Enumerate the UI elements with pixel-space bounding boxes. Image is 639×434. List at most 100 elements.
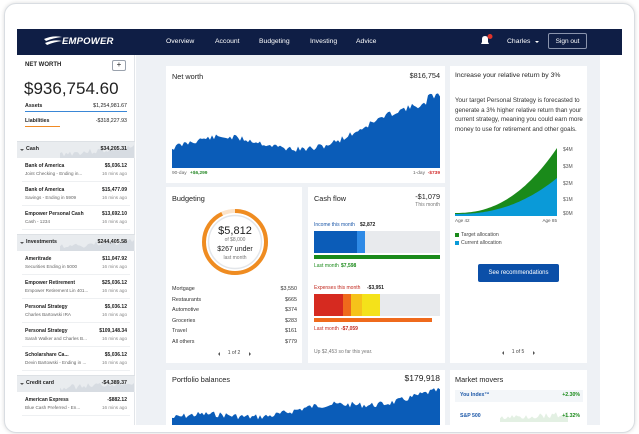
portfolio-area [172, 387, 440, 425]
account-name[interactable]: Scholarshare Ca... [25, 352, 69, 358]
budget-category: Travel [172, 328, 187, 335]
account-divider [22, 346, 130, 347]
nav-link[interactable]: Account [215, 38, 240, 45]
card-period: This month [415, 202, 440, 208]
budget-amount: $779 [285, 339, 297, 345]
budget-amount: $665 [285, 296, 297, 303]
account-name[interactable]: Empower Retirement [25, 280, 76, 286]
card-title: Market movers [455, 375, 504, 384]
caret-icon [20, 241, 24, 244]
net-worth-area [172, 93, 440, 168]
net-worth-total: $936,754.60 [24, 79, 119, 98]
account-name[interactable]: Ameritrade [25, 256, 52, 262]
account-divider [22, 322, 130, 323]
y-axis-label: $4M [563, 147, 573, 153]
caret-icon [20, 382, 24, 385]
bell-icon [481, 36, 489, 44]
account-name[interactable]: Empower Personal Cash [25, 211, 84, 217]
group-name[interactable]: Credit card [26, 380, 54, 386]
group-sparkline-area [60, 381, 134, 392]
budget-category: Mortgage [172, 286, 195, 292]
account-detail: Charles Bartowski IRA [25, 312, 71, 317]
card-title: Increase your relative return by 3% [455, 72, 561, 79]
assets-bar [25, 111, 127, 113]
legend-label: Current allocation [461, 239, 502, 246]
y-axis-label: $0M [563, 211, 573, 217]
assets-label: Assets [25, 103, 43, 109]
button-label[interactable]: See recommendations [488, 269, 549, 276]
mover-name[interactable]: S&P 500 [460, 413, 481, 419]
cash-flow-card [308, 187, 445, 363]
account-name[interactable]: Personal Strategy [25, 304, 68, 310]
expenses-last-bar [314, 318, 432, 322]
nav-link[interactable]: Overview [166, 38, 195, 45]
see-recommendations-button[interactable] [478, 264, 559, 282]
current-allocation-area [455, 178, 557, 216]
card-value: $816,754 [409, 71, 440, 80]
portfolio-chart [172, 387, 440, 425]
account-value: $5,036.12 [104, 304, 127, 310]
cash-flow-note: Up $2,453 so far this year. [314, 349, 373, 355]
caret-icon [533, 351, 535, 355]
group-sparkline [60, 238, 134, 251]
budget-amount: $161 [285, 328, 297, 335]
budget-category: Automotive [172, 307, 199, 314]
budget-amount: $283 [285, 317, 297, 324]
card-title: Cash flow [314, 194, 347, 203]
y-axis-label: $3M [563, 164, 573, 170]
group-name[interactable]: Cash [26, 146, 39, 152]
nav-link[interactable]: Investing [310, 38, 338, 45]
user-menu[interactable]: Charles [507, 38, 531, 45]
top-nav [17, 29, 622, 55]
logo-mark [44, 36, 62, 45]
nav-link[interactable]: Budgeting [259, 38, 290, 45]
budgeting-card [166, 187, 302, 363]
account-value: $25,036.12 [101, 280, 127, 286]
notification-bell [481, 34, 493, 44]
sign-out-label[interactable]: Sign out [555, 38, 580, 45]
mover-name[interactable]: You Index™ [460, 392, 490, 398]
account-detail: Sarah Walker and Charles B... [25, 336, 87, 341]
y-axis-label: $2M [563, 181, 573, 187]
card-value: -$1,079 [415, 192, 440, 201]
add-account-button[interactable] [112, 60, 126, 71]
account-divider [22, 298, 130, 299]
group-sparkline-area [60, 238, 134, 251]
group-sparkline [60, 381, 134, 392]
account-value: -$882.12 [107, 397, 127, 403]
account-updated: 16 mins ago [101, 336, 127, 341]
nav-link[interactable]: Advice [356, 38, 377, 45]
account-divider [22, 181, 130, 182]
income-bar-segment [314, 231, 357, 253]
last-month-label: Last month [314, 326, 339, 332]
x-axis-label: Age 85 [542, 218, 557, 223]
account-updated: 16 mins ago [101, 405, 127, 410]
add-account-label[interactable]: + [116, 59, 122, 69]
account-divider [22, 274, 130, 275]
card-title: Net worth [172, 72, 204, 81]
liabilities-bar [25, 126, 60, 128]
legend-swatch [455, 241, 459, 245]
liabilities-value: -$318,227.93 [95, 118, 127, 124]
group-name[interactable]: Investments [26, 239, 57, 245]
income-last-bar [314, 255, 440, 259]
account-detail: Devin Bartowski - Ending in ... [25, 360, 87, 365]
account-name[interactable]: Bank of America [25, 187, 65, 193]
account-detail: Joint Checking - Ending in... [25, 171, 83, 176]
account-updated: 16 mins ago [101, 312, 127, 317]
pager: 1 of 2 [227, 350, 241, 356]
group-total: -$4,389.37 [101, 380, 127, 386]
legend-label: Target allocation [461, 231, 499, 238]
account-name[interactable]: Personal Strategy [25, 328, 68, 334]
sign-out-button[interactable] [548, 33, 587, 49]
account-name[interactable]: American Express [25, 397, 69, 403]
account-detail: Securities Ending in 5000 [25, 264, 78, 269]
income-label: Income this month [314, 222, 355, 228]
account-name[interactable]: Bank of America [25, 163, 65, 169]
budget-category: All others [172, 339, 195, 345]
last-month-value: -$7,059 [341, 326, 358, 332]
right-margin [600, 55, 622, 425]
group-total: $34,205.31 [100, 146, 127, 152]
logo-text: EMPOWER [62, 36, 114, 47]
